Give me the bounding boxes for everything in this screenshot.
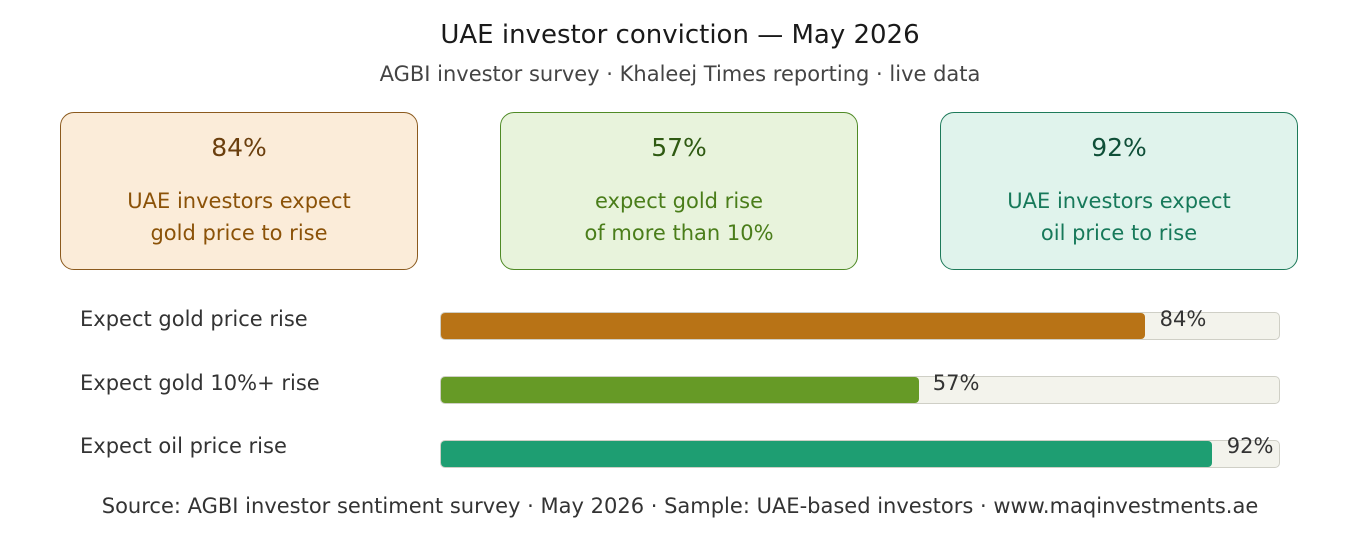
bar-track-gold-10-rise [440,376,1280,404]
source-footnote: Source: AGBI investor sentiment survey ·… [101,494,1259,518]
chart-subtitle: AGBI investor survey · Khaleej Times rep… [379,62,981,86]
stat-card-value: 84% [211,133,267,162]
stat-card-description: UAE investors expect gold price to rise [127,189,351,245]
bar-value-gold-rise: 84% [1159,307,1207,331]
bar-value-oil-rise: 92% [1226,434,1274,458]
stat-card-value: 57% [651,133,707,162]
bar-track-gold-rise [440,312,1280,340]
bar-gold-rise [441,313,1145,339]
stat-card-gold-rise: 84% UAE investors expect gold price to r… [60,112,418,270]
bar-gold-10-rise [441,377,919,403]
stat-card-oil-rise: 92% UAE investors expect oil price to ri… [940,112,1298,270]
bar-oil-rise [441,441,1212,467]
bar-label-oil-rise: Expect oil price rise [80,434,287,458]
bar-label-gold-rise: Expect gold price rise [80,307,308,331]
chart-title: UAE investor conviction — May 2026 [440,20,920,50]
bar-label-gold-10-rise: Expect gold 10%+ rise [80,371,320,395]
stat-card-gold-10-rise: 57% expect gold rise of more than 10% [500,112,858,270]
stat-card-description: expect gold rise of more than 10% [584,189,774,245]
stat-card-value: 92% [1091,133,1147,162]
bar-value-gold-10-rise: 57% [932,371,980,395]
stat-card-description: UAE investors expect oil price to rise [1007,189,1231,245]
bar-track-oil-rise [440,440,1280,468]
